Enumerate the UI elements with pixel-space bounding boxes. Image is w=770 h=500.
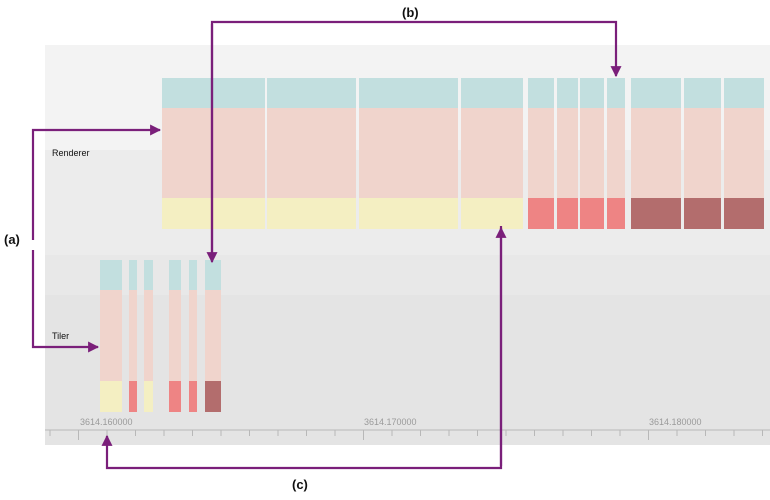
tiler-block-2-bottom	[144, 381, 153, 412]
renderer-block-5-top	[557, 78, 578, 108]
tiler-block-4-top	[189, 260, 197, 290]
tiler-block-3-bottom	[169, 381, 181, 412]
timeline-blocks	[100, 78, 764, 412]
tiler-block-5-mid	[205, 290, 221, 381]
renderer-block-6-bottom	[580, 198, 604, 229]
renderer-block-6-mid	[580, 108, 604, 198]
tiler-block-5-bottom	[205, 381, 221, 412]
renderer-block-10-bottom	[724, 198, 764, 229]
renderer-block-3-mid	[461, 108, 523, 198]
tiler-lane-top-bg	[45, 255, 770, 295]
renderer-block-8-mid	[631, 108, 681, 198]
renderer-block-2-mid	[359, 108, 458, 198]
axis-tick-label-2: 3614.180000	[649, 417, 702, 427]
renderer-block-7-mid	[607, 108, 625, 198]
axis-ticks	[49, 430, 763, 440]
renderer-block-1-bottom	[267, 198, 356, 229]
renderer-block-4-mid	[528, 108, 554, 198]
arrow-a-to-tiler	[31, 250, 100, 353]
tiler-lane-label: Tiler	[52, 331, 70, 341]
renderer-block-9-mid	[684, 108, 721, 198]
renderer-lane-label: Renderer	[52, 148, 90, 158]
renderer-block-10-mid	[724, 108, 764, 198]
renderer-block-4-top	[528, 78, 554, 108]
tiler-block-3-mid	[169, 290, 181, 381]
renderer-block-10-top	[724, 78, 764, 108]
renderer-block-7-bottom	[607, 198, 625, 229]
tiler-block-4-mid	[189, 290, 197, 381]
tiler-block-4-bottom	[189, 381, 197, 412]
tiler-block-5-top	[205, 260, 221, 290]
arrow-a-to-renderer	[31, 124, 162, 240]
renderer-block-4-bottom	[528, 198, 554, 229]
renderer-block-3-top	[461, 78, 523, 108]
renderer-block-1-mid	[267, 108, 356, 198]
renderer-block-0-mid	[162, 108, 265, 198]
renderer-block-2-top	[359, 78, 458, 108]
renderer-block-7-top	[607, 78, 625, 108]
tiler-block-1-top	[129, 260, 137, 290]
annotation-arrows	[31, 20, 622, 470]
tiler-block-0-top	[100, 260, 122, 290]
time-axis	[45, 429, 770, 440]
callout-b-label: (b)	[402, 5, 419, 20]
tiler-block-1-bottom	[129, 381, 137, 412]
tiler-block-1-mid	[129, 290, 137, 381]
tiler-block-3-top	[169, 260, 181, 290]
renderer-block-1-top	[267, 78, 356, 108]
renderer-block-0-top	[162, 78, 265, 108]
renderer-block-2-bottom	[359, 198, 458, 229]
tiler-block-0-bottom	[100, 381, 122, 412]
axis-tick-label-0: 3614.160000	[80, 417, 133, 427]
tiler-block-0-mid	[100, 290, 122, 381]
callout-a-label: (a)	[4, 232, 20, 247]
renderer-block-8-bottom	[631, 198, 681, 229]
tiler-block-2-mid	[144, 290, 153, 381]
tiler-block-2-top	[144, 260, 153, 290]
callout-c-label: (c)	[292, 477, 308, 492]
renderer-block-5-mid	[557, 108, 578, 198]
renderer-block-8-top	[631, 78, 681, 108]
renderer-block-3-bottom	[461, 198, 523, 229]
renderer-block-9-bottom	[684, 198, 721, 229]
renderer-block-5-bottom	[557, 198, 578, 229]
axis-tick-label-1: 3614.170000	[364, 417, 417, 427]
tiler-lane-bottom-bg	[45, 295, 770, 445]
renderer-block-0-bottom	[162, 198, 265, 229]
renderer-block-6-top	[580, 78, 604, 108]
renderer-block-9-top	[684, 78, 721, 108]
